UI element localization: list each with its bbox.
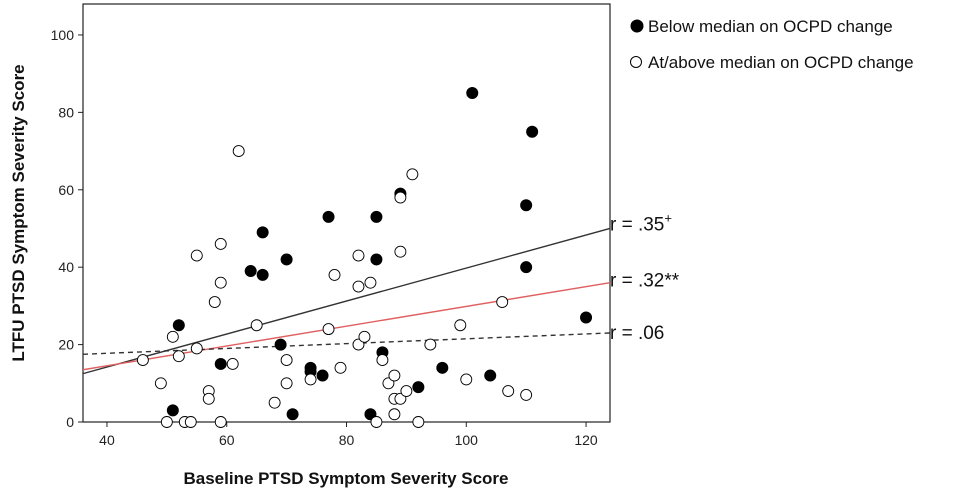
point-below-median (520, 199, 533, 212)
y-axis-title: LTFU PTSD Symptom Severity Score (9, 64, 28, 361)
x-tick-label: 80 (339, 432, 355, 448)
point-above-median (154, 377, 167, 390)
point-above-median (226, 357, 239, 370)
point-below-median (256, 226, 269, 239)
plot-frame (82, 3, 611, 423)
point-below-median (580, 311, 593, 324)
point-above-median (214, 238, 227, 250)
point-above-median (166, 330, 179, 343)
point-above-median (358, 330, 371, 343)
point-above-median (424, 338, 437, 351)
point-below-median (370, 253, 383, 266)
point-above-median (322, 323, 335, 336)
point-below-median (436, 361, 449, 374)
point-below-median (412, 381, 425, 394)
point-above-median (250, 319, 263, 332)
y-tick-label: 60 (58, 182, 74, 198)
point-above-median (394, 191, 407, 204)
correlation-annotations: r = .35+ r = .32** r = .06 (610, 211, 680, 344)
legend-label-below: Below median on OCPD change (648, 17, 893, 36)
y-tick-label: 20 (58, 337, 74, 353)
point-above-median (268, 396, 281, 409)
correlation-label: r = .32** (610, 271, 680, 292)
solid-red-fit-line (82, 281, 611, 371)
y-tick-label: 40 (58, 259, 74, 275)
point-above-median (328, 268, 341, 281)
solid-dark-fit-line (82, 227, 611, 375)
point-above-median (400, 385, 413, 397)
point-below-median (280, 253, 293, 266)
correlation-label: r = .35+ (610, 211, 672, 236)
point-below-median (322, 210, 335, 223)
point-below-median (244, 265, 257, 278)
point-above-median (214, 416, 227, 428)
x-tick-label: 60 (219, 432, 235, 448)
point-below-median (274, 338, 287, 351)
point-below-median (316, 369, 329, 382)
point-above-median (190, 342, 203, 355)
point-above-median (280, 377, 293, 390)
point-above-median (352, 280, 365, 293)
point-above-median (160, 416, 173, 428)
point-below-median (172, 319, 185, 332)
point-below-median (370, 210, 383, 223)
x-tick-label: 120 (574, 432, 598, 448)
point-below-median (520, 261, 533, 274)
legend-label-above: At/above median on OCPD change (648, 53, 914, 72)
point-below-median (526, 125, 539, 138)
point-above-median (334, 361, 347, 374)
point-above-median (232, 145, 245, 158)
legend-marker-below (630, 19, 644, 33)
point-above-median (352, 249, 365, 262)
point-above-median (370, 416, 383, 428)
point-above-median (364, 276, 377, 289)
legend-marker-above (630, 56, 642, 68)
point-above-median (520, 388, 533, 401)
y-tick-label: 80 (58, 104, 74, 120)
point-above-median (412, 416, 425, 428)
point-above-median (376, 354, 389, 367)
point-below-median (466, 87, 479, 100)
point-above-median (388, 408, 401, 421)
point-below-median (256, 268, 269, 281)
x-tick-label: 100 (455, 432, 479, 448)
point-above-median (208, 296, 221, 308)
fit-lines (82, 227, 611, 375)
point-above-median (184, 416, 197, 428)
point-above-median (388, 369, 401, 382)
point-above-median (454, 319, 467, 332)
point-above-median (214, 276, 227, 289)
point-above-median (406, 168, 419, 181)
data-points (136, 87, 593, 428)
point-above-median (304, 373, 317, 386)
point-above-median (172, 350, 185, 363)
point-above-median (496, 296, 509, 308)
point-above-median (502, 385, 515, 397)
y-axis-ticks: 0 20 40 60 80 100 (51, 27, 83, 430)
x-tick-label: 40 (99, 432, 115, 448)
y-tick-label: 0 (66, 414, 74, 430)
point-above-median (280, 354, 293, 367)
point-below-median (166, 404, 179, 417)
point-above-median (394, 245, 407, 258)
y-tick-label: 100 (51, 27, 75, 43)
point-above-median (190, 249, 203, 262)
point-below-median (286, 408, 299, 421)
point-below-median (214, 357, 227, 370)
correlation-label: r = .06 (610, 323, 664, 344)
dashed-fit-line (82, 332, 611, 355)
point-above-median (136, 354, 149, 367)
x-axis-title: Baseline PTSD Symptom Severity Score (183, 469, 508, 488)
point-above-median (460, 373, 473, 386)
point-above-median (202, 392, 215, 405)
point-below-median (484, 369, 497, 382)
x-axis-ticks: 40 60 80 100 120 (99, 422, 598, 448)
legend: Below median on OCPD change At/above med… (630, 17, 914, 72)
